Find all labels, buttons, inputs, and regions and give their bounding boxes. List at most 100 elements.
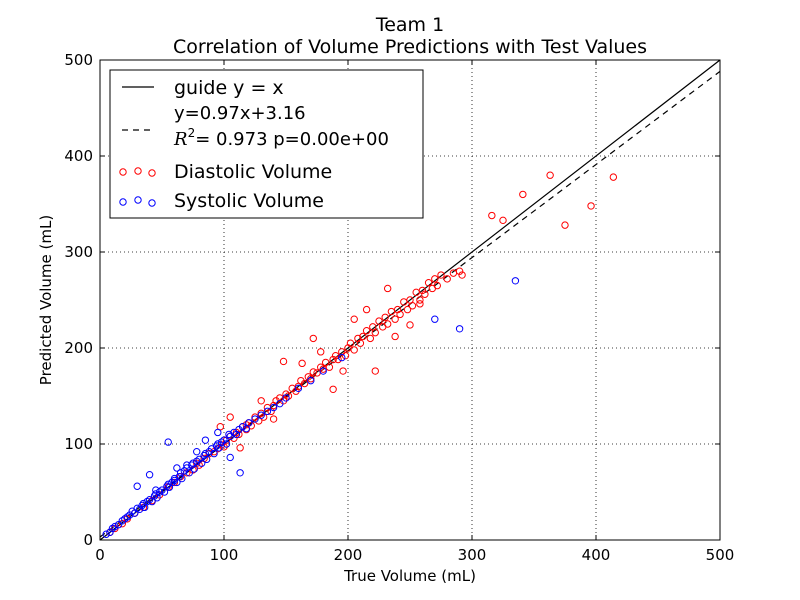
x-tick-label: 0 xyxy=(95,546,105,564)
systolic-point xyxy=(263,407,272,416)
legend-diastolic-label: Diastolic Volume xyxy=(174,161,332,183)
systolic-point xyxy=(183,461,191,469)
diastolic-point xyxy=(416,300,424,308)
systolic-point xyxy=(238,423,247,431)
systolic-point xyxy=(168,478,176,487)
systolic-point xyxy=(170,476,179,485)
diastolic-point xyxy=(317,363,325,371)
diastolic-point xyxy=(396,310,404,319)
x-tick-label: 500 xyxy=(706,546,735,564)
y-tick-label: 200 xyxy=(64,339,93,357)
x-tick-label: 300 xyxy=(458,546,487,564)
systolic-point xyxy=(126,511,134,519)
systolic-point xyxy=(214,440,222,448)
systolic-point xyxy=(276,399,284,408)
systolic-point xyxy=(121,515,129,523)
diastolic-point xyxy=(334,355,342,364)
systolic-point xyxy=(245,419,253,427)
plot-frame xyxy=(99,59,721,541)
diastolic-point xyxy=(609,173,618,181)
y-tick-label: 0 xyxy=(83,531,93,549)
diastolic-point xyxy=(235,430,243,439)
diastolic-point xyxy=(279,357,288,366)
legend-systolic-marker xyxy=(134,196,142,204)
diastolic-point xyxy=(391,315,399,323)
systolic-point xyxy=(133,482,141,490)
diastolic-point xyxy=(341,351,350,360)
systolic-point xyxy=(511,277,520,285)
systolic-series xyxy=(102,277,520,538)
systolic-point xyxy=(190,465,198,473)
systolic-point xyxy=(431,315,439,323)
diastolic-point xyxy=(309,368,317,376)
systolic-point xyxy=(222,440,231,448)
systolic-point xyxy=(193,457,201,465)
diastolic-point xyxy=(403,305,412,314)
chart-subtitle: Correlation of Volume Predictions with T… xyxy=(173,36,647,58)
legend-systolic-label: Systolic Volume xyxy=(174,190,324,212)
diastolic-point xyxy=(443,275,451,283)
legend-r-exponent: 2 xyxy=(188,126,196,140)
systolic-point xyxy=(173,464,181,472)
systolic-point xyxy=(155,488,164,496)
diastolic-point xyxy=(242,421,251,429)
legend-fit-stats: R2= 0.973 p=0.00e+00 xyxy=(173,126,389,150)
systolic-point xyxy=(214,428,222,437)
systolic-point xyxy=(123,513,131,521)
systolic-point xyxy=(200,451,208,460)
diastolic-point xyxy=(339,367,347,375)
diastolic-point xyxy=(561,221,569,229)
legend-diastolic-marker xyxy=(119,168,127,176)
systolic-point xyxy=(114,520,123,529)
diastolic-point xyxy=(269,415,278,423)
systolic-point xyxy=(251,415,259,423)
diastolic-point xyxy=(304,373,313,381)
x-tick-label: 200 xyxy=(334,546,363,564)
diastolic-point xyxy=(317,348,325,356)
axis-ticks: 0 100 200 300 400 500 0 100 200 300 400 500 xyxy=(64,51,734,564)
diastolic-point xyxy=(406,321,414,329)
systolic-point xyxy=(139,499,148,508)
diastolic-point xyxy=(259,413,268,421)
diastolic-point xyxy=(298,359,306,368)
systolic-point xyxy=(197,459,206,467)
diastolic-point xyxy=(431,275,439,283)
diastolic-point xyxy=(546,171,554,179)
legend-box xyxy=(109,69,424,219)
x-axis-label: True Volume (mL) xyxy=(343,567,476,585)
systolic-point xyxy=(135,505,144,513)
diastolic-point xyxy=(362,327,371,335)
diastolic-point xyxy=(300,379,309,388)
diastolic-point xyxy=(325,363,334,371)
diastolic-point xyxy=(366,334,375,343)
diastolic-point xyxy=(329,385,337,393)
systolic-point xyxy=(152,486,160,494)
legend-systolic-marker xyxy=(148,199,156,207)
y-tick-label: 100 xyxy=(64,435,93,453)
diastolic-point xyxy=(236,444,244,452)
diastolic-point xyxy=(350,315,358,323)
systolic-point xyxy=(185,469,193,477)
diastolic-point xyxy=(371,328,379,337)
systolic-point xyxy=(143,497,151,506)
diastolic-point xyxy=(383,284,392,293)
diastolic-point xyxy=(329,355,337,364)
diastolic-point xyxy=(587,202,595,210)
chart-title: Team 1 xyxy=(375,14,444,36)
diastolic-point xyxy=(307,375,315,383)
diastolic-series xyxy=(106,171,618,537)
systolic-point xyxy=(145,495,154,504)
y-tick-label: 500 xyxy=(64,51,93,69)
x-tick-label: 100 xyxy=(210,546,239,564)
systolic-point xyxy=(118,517,127,525)
legend-r-symbol: R xyxy=(173,129,188,150)
systolic-point xyxy=(164,438,172,446)
x-tick-label: 400 xyxy=(582,546,611,564)
legend-systolic-marker xyxy=(119,198,127,206)
diastolic-point xyxy=(381,313,389,321)
systolic-point xyxy=(145,471,154,479)
diastolic-point xyxy=(416,296,424,304)
diastolic-point xyxy=(359,332,367,341)
systolic-point xyxy=(210,449,218,458)
